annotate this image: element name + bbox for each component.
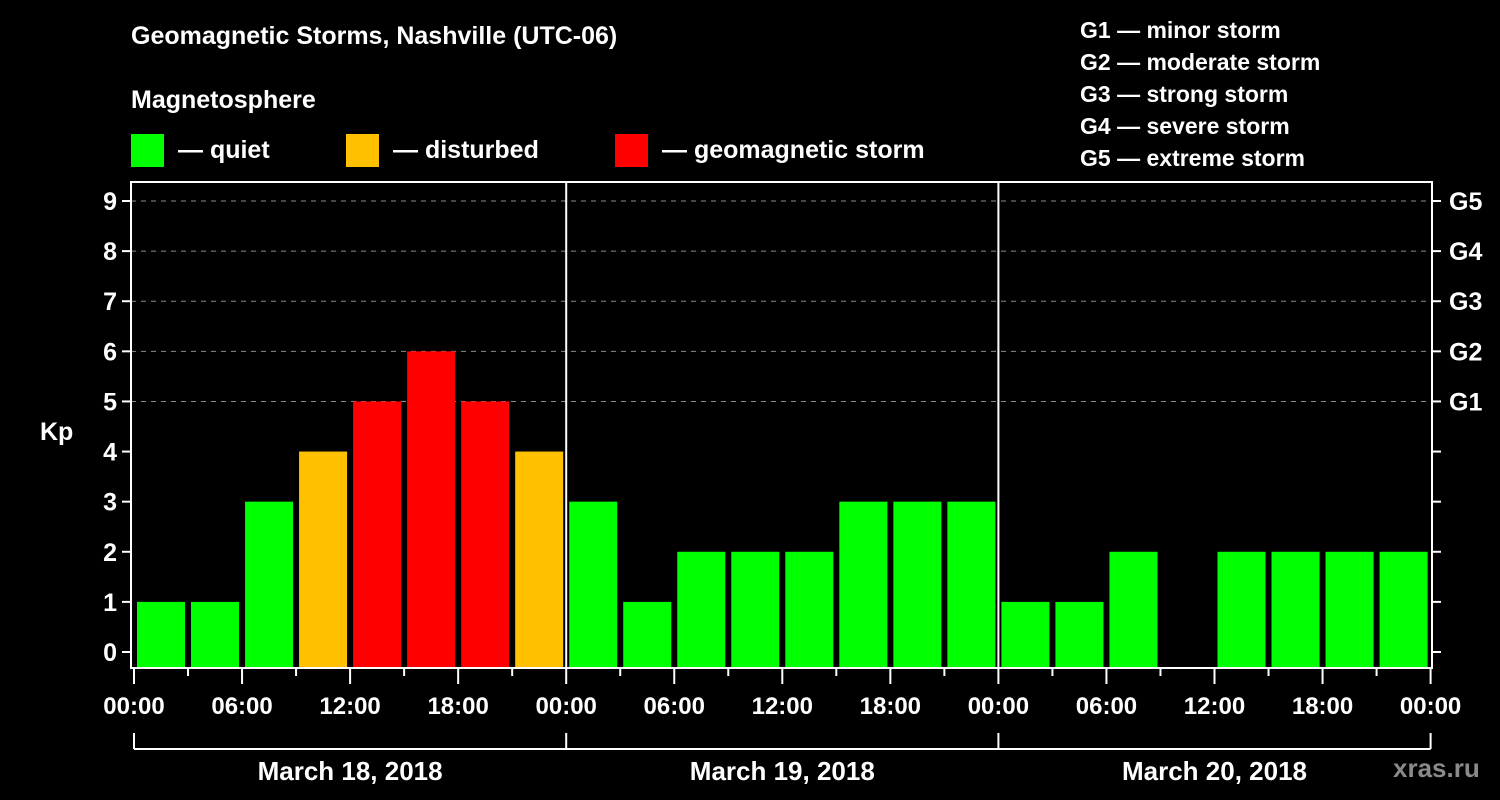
kp-bar bbox=[137, 601, 186, 668]
kp-bar bbox=[569, 501, 618, 668]
x-axis-labels: 00:00 06:00 12:00 18:00 00:00 06:00 12:00 18:00… bbox=[103, 693, 1461, 720]
x-tick-label: 00:00 bbox=[103, 693, 164, 720]
kp-bar bbox=[353, 401, 402, 668]
x-tick-label: 00:00 bbox=[1400, 693, 1461, 720]
kp-bar bbox=[1271, 551, 1320, 668]
kp-bar bbox=[947, 501, 996, 668]
y-tick-label: 6 bbox=[103, 338, 117, 366]
legend-item-disturbed: — disturbed bbox=[346, 133, 539, 167]
y-axis-title: Kp bbox=[40, 418, 73, 446]
chart-axes bbox=[122, 181, 1441, 750]
kp-bar bbox=[461, 401, 510, 668]
legend-label-storm: — geomagnetic storm bbox=[662, 135, 925, 164]
kp-bar bbox=[245, 501, 294, 668]
g-tick-label: G2 bbox=[1449, 338, 1482, 366]
y-axis-labels: 0 1 2 3 4 5 6 7 8 9 bbox=[103, 188, 117, 667]
kp-bar bbox=[785, 551, 834, 668]
legend-item-storm: — geomagnetic storm bbox=[615, 133, 925, 167]
y-tick-label: 3 bbox=[103, 489, 117, 517]
kp-bar bbox=[839, 501, 888, 668]
kp-bar bbox=[677, 551, 726, 668]
y-tick-label: 2 bbox=[103, 539, 117, 567]
x-tick-label: 18:00 bbox=[427, 693, 488, 720]
g-scale-g5: G5 — extreme storm bbox=[1080, 145, 1305, 171]
kp-bar bbox=[1001, 601, 1050, 668]
x-tick-label: 12:00 bbox=[1184, 693, 1245, 720]
y-tick-label: 8 bbox=[103, 238, 117, 266]
x-tick-label: 12:00 bbox=[319, 693, 380, 720]
storm-swatch-icon bbox=[615, 133, 648, 167]
x-tick-label: 00:00 bbox=[968, 693, 1029, 720]
day-label: March 19, 2018 bbox=[690, 756, 875, 786]
kp-bar bbox=[623, 601, 672, 668]
x-tick-label: 18:00 bbox=[1292, 693, 1353, 720]
g-scale-g2: G2 — moderate storm bbox=[1080, 49, 1321, 75]
kp-bar bbox=[299, 451, 348, 668]
chart-title: Geomagnetic Storms, Nashville (UTC-06) bbox=[131, 22, 618, 50]
kp-bar bbox=[515, 451, 564, 668]
legend-item-quiet: — quiet bbox=[131, 133, 270, 167]
day-labels: March 18, 2018 March 19, 2018 March 20, 20… bbox=[258, 756, 1307, 786]
y-tick-label: 1 bbox=[103, 589, 117, 617]
kp-bar bbox=[731, 551, 780, 668]
g-tick-label: G5 bbox=[1449, 188, 1482, 216]
kp-bar bbox=[1217, 551, 1266, 668]
legend-label-quiet: — quiet bbox=[178, 135, 270, 164]
kp-bar bbox=[1055, 601, 1104, 668]
legend-label-disturbed: — disturbed bbox=[393, 135, 539, 164]
y-tick-label: 0 bbox=[103, 639, 117, 667]
g-scale-g3: G3 — strong storm bbox=[1080, 81, 1289, 107]
disturbed-swatch-icon bbox=[346, 133, 379, 167]
y-tick-label: 9 bbox=[103, 188, 117, 216]
g-tick-label: G1 bbox=[1449, 388, 1482, 416]
x-tick-label: 06:00 bbox=[211, 693, 272, 720]
x-tick-label: 18:00 bbox=[860, 693, 921, 720]
watermark: xras.ru bbox=[1393, 753, 1480, 783]
kp-bar bbox=[407, 351, 456, 668]
kp-bar bbox=[191, 601, 240, 668]
x-tick-label: 00:00 bbox=[536, 693, 597, 720]
grid-lines bbox=[131, 200, 1432, 402]
day-label: March 18, 2018 bbox=[258, 756, 443, 786]
x-tick-label: 12:00 bbox=[752, 693, 813, 720]
quiet-swatch-icon bbox=[131, 133, 164, 167]
kp-bar bbox=[1109, 551, 1158, 668]
g-tick-label: G4 bbox=[1449, 238, 1482, 266]
g-scale-g4: G4 — severe storm bbox=[1080, 113, 1290, 139]
g-scale-g1: G1 — minor storm bbox=[1080, 17, 1281, 43]
day-label: March 20, 2018 bbox=[1122, 756, 1307, 786]
g-tick-label: G3 bbox=[1449, 288, 1482, 316]
y-tick-label: 7 bbox=[103, 288, 117, 316]
kp-bar bbox=[893, 501, 942, 668]
kp-bar bbox=[1325, 551, 1374, 668]
x-tick-label: 06:00 bbox=[1076, 693, 1137, 720]
y-tick-label: 4 bbox=[103, 439, 117, 467]
g-scale-legend: G1 — minor storm G2 — moderate storm G3 … bbox=[1080, 14, 1320, 174]
legend-heading: Magnetosphere bbox=[131, 86, 316, 114]
y-tick-label: 5 bbox=[103, 388, 117, 416]
g-axis-labels: G1 G2 G3 G4 G5 bbox=[1449, 188, 1482, 416]
kp-bar bbox=[1379, 551, 1428, 668]
kp-bars bbox=[137, 351, 1428, 668]
x-tick-label: 06:00 bbox=[644, 693, 705, 720]
